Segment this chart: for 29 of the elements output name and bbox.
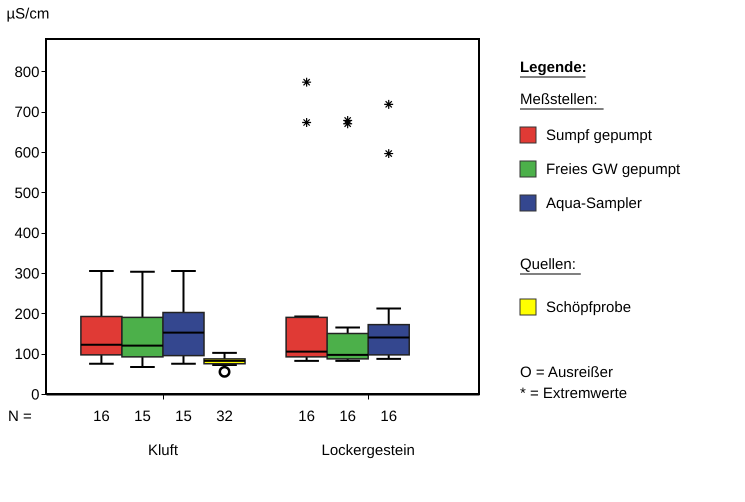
text: * = Extremwerte [520, 385, 628, 402]
y-tick-label: 100 [14, 346, 40, 364]
text: N = [8, 408, 32, 425]
text: O = Ausreißer [520, 364, 613, 381]
y-tick-label: 600 [14, 144, 40, 162]
y-tick-label: 0 [31, 386, 40, 404]
text: Meßstellen: [520, 91, 598, 108]
legend-label: Freies GW gepumpt [546, 161, 682, 178]
legend-title: Legende: [520, 59, 587, 76]
text: 15 [134, 408, 151, 425]
y-tick-label: 800 [14, 64, 40, 81]
text: 16 [93, 408, 110, 425]
y-tick-label: 400 [14, 225, 40, 242]
legend-label: Schöpfprobe [546, 299, 632, 316]
legend-label: Sumpf gepumpt [546, 127, 653, 144]
x-tick-label: Lockergestein [321, 442, 415, 459]
y-tick-label: 200 [14, 306, 40, 323]
text: 16 [298, 408, 315, 425]
y-tick-label: 700 [14, 104, 40, 122]
y-tick-label: 500 [14, 184, 40, 202]
legend-label: Aqua-Sampler [546, 195, 642, 212]
y-tick-label: 300 [14, 265, 40, 282]
source-note: Quellen: [520, 256, 576, 273]
text: 16 [380, 408, 398, 425]
text: 32 [216, 408, 233, 425]
text: 16 [339, 408, 356, 425]
y-axis-title: µS/cm [6, 6, 50, 22]
text: 15 [175, 408, 192, 425]
x-tick-label: Kluft [148, 442, 179, 459]
